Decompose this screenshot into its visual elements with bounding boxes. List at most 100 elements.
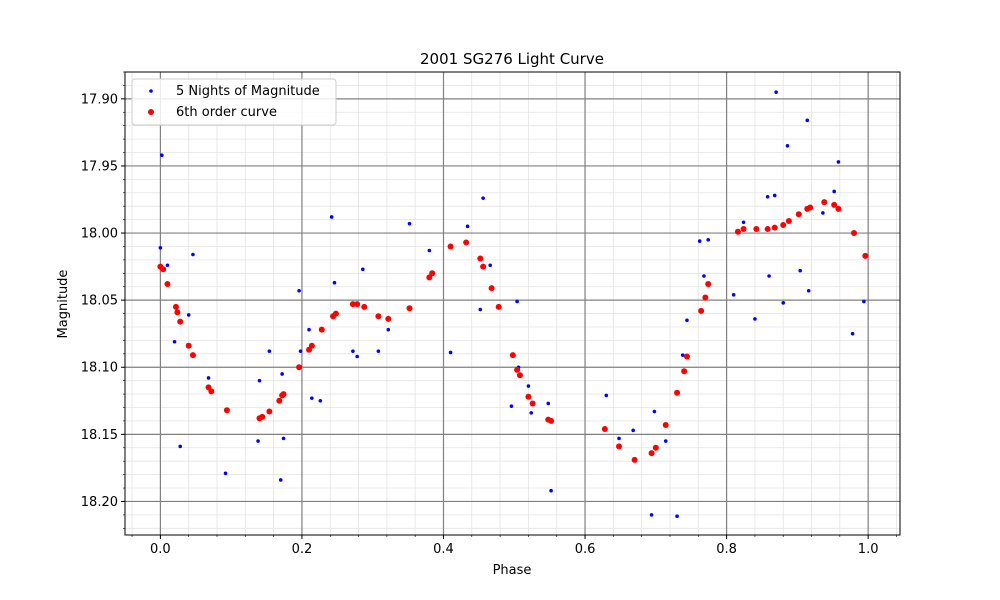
curve-point	[631, 456, 638, 463]
curve-point	[681, 368, 688, 375]
y-tick-label: 18.10	[81, 361, 118, 376]
magnitude-point	[223, 471, 228, 476]
magnitude-point	[806, 288, 811, 293]
curve-point	[764, 226, 771, 233]
magnitude-point	[448, 350, 453, 355]
curve-point	[375, 313, 382, 320]
curve-point	[296, 364, 303, 371]
curve-point	[406, 305, 413, 312]
y-tick-label: 18.15	[81, 428, 118, 443]
magnitude-point	[191, 252, 195, 257]
curve-point	[601, 425, 608, 432]
curve-point	[850, 230, 857, 237]
magnitude-point	[697, 239, 702, 243]
magnitude-point	[652, 409, 657, 414]
legend-marker-magnitude	[149, 89, 153, 93]
curve-point	[385, 315, 392, 322]
magnitude-point	[604, 393, 609, 398]
magnitude-point	[407, 221, 412, 226]
curve-point	[495, 303, 502, 310]
y-tick-label: 18.05	[81, 294, 118, 309]
magnitude-point	[481, 196, 485, 200]
magnitude-point	[257, 378, 262, 383]
x-tick-label: 1.0	[858, 542, 879, 557]
magnitude-point	[767, 274, 771, 278]
y-tick-label: 18.00	[81, 227, 118, 242]
curve-point	[318, 326, 325, 333]
magnitude-point	[546, 401, 551, 406]
curve-point	[488, 285, 495, 292]
curve-point	[674, 389, 681, 396]
curve-point	[662, 421, 669, 428]
magnitude-point	[862, 299, 866, 304]
magnitude-point	[832, 189, 836, 194]
curve-point	[648, 450, 655, 457]
y-axis-label: Magnitude	[56, 270, 71, 339]
curve-point	[174, 309, 181, 316]
magnitude-point	[186, 313, 191, 317]
curve-point	[548, 417, 555, 424]
curve-point	[780, 221, 787, 228]
curve-point	[509, 352, 516, 359]
magnitude-point	[549, 488, 553, 493]
curve-point	[831, 201, 838, 208]
curve-point	[514, 366, 521, 373]
curve-point	[525, 393, 532, 400]
magnitude-point	[649, 513, 654, 517]
plot-area-background	[125, 72, 900, 535]
y-tick-label: 18.20	[81, 495, 118, 510]
curve-point	[702, 294, 709, 301]
magnitude-point	[267, 349, 272, 353]
magnitude-point	[278, 478, 283, 482]
curve-point	[529, 400, 536, 407]
magnitude-point	[663, 439, 668, 443]
legend-box	[131, 78, 337, 126]
curve-point	[480, 263, 487, 270]
magnitude-point	[685, 318, 689, 323]
magnitude-point	[297, 288, 301, 293]
magnitude-point	[256, 439, 260, 443]
magnitude-point	[206, 376, 211, 380]
curve-point	[332, 310, 339, 317]
magnitude-point	[172, 339, 177, 344]
curve-point	[705, 281, 712, 288]
magnitude-point	[488, 263, 493, 268]
magnitude-point	[307, 327, 311, 332]
curve-point	[259, 413, 266, 420]
legend-label-curve: 6th order curve	[176, 105, 277, 120]
series-magnitude	[158, 90, 866, 519]
chart-title: 2001 SG276 Light Curve	[420, 50, 604, 68]
legend-label-magnitude: 5 Nights of Magnitude	[176, 84, 320, 99]
magnitude-point	[772, 193, 777, 198]
x-tick-label: 0.4	[433, 542, 454, 557]
curve-point	[753, 226, 760, 233]
curve-point	[185, 342, 192, 349]
curve-point	[740, 226, 747, 233]
magnitude-point	[741, 220, 746, 225]
curve-point	[189, 352, 196, 359]
curve-point	[807, 204, 814, 211]
magnitude-point	[178, 444, 183, 449]
magnitude-point	[836, 160, 841, 164]
magnitude-point	[706, 237, 710, 242]
magnitude-point	[310, 396, 314, 400]
magnitude-point	[774, 90, 778, 94]
magnitude-point	[765, 195, 770, 199]
x-axis-label: Phase	[493, 563, 532, 578]
magnitude-point	[680, 353, 685, 357]
curve-point	[280, 391, 287, 398]
magnitude-point	[386, 327, 391, 332]
major-grid	[125, 72, 900, 535]
series-curve	[157, 199, 869, 463]
magnitude-point	[821, 211, 825, 215]
curve-point	[308, 342, 315, 349]
curve-point	[276, 397, 283, 404]
magnitude-point	[617, 436, 621, 441]
x-axis-ticks: 0.0 0.2 0.4 0.6 0.8 1.0	[131, 535, 897, 557]
magnitude-point	[160, 153, 164, 158]
magnitude-point	[351, 349, 355, 353]
magnitude-point	[427, 248, 432, 253]
curve-point	[734, 228, 741, 235]
magnitude-point	[675, 514, 679, 519]
